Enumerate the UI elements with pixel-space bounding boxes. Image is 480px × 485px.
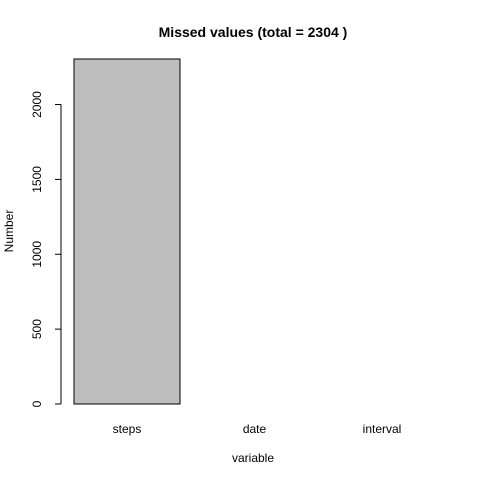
bar-steps xyxy=(73,58,181,405)
y-axis: 0 500 1000 1500 2000 xyxy=(30,91,62,407)
category-label-date: date xyxy=(243,422,267,436)
x-axis-label: variable xyxy=(232,451,274,465)
y-tick-label-1000: 1000 xyxy=(30,241,44,268)
y-tick-label-500: 500 xyxy=(30,319,44,339)
y-tick-label-1500: 1500 xyxy=(30,166,44,193)
bars-layer xyxy=(73,58,181,405)
chart-title: Missed values (total = 2304 ) xyxy=(159,24,348,40)
y-axis-label: Number xyxy=(2,210,16,253)
category-label-steps: steps xyxy=(113,422,142,436)
x-axis-category-labels: steps date interval xyxy=(113,422,402,436)
category-label-interval: interval xyxy=(363,422,402,436)
y-tick-label-2000: 2000 xyxy=(30,91,44,118)
y-tick-label-0: 0 xyxy=(30,400,44,407)
